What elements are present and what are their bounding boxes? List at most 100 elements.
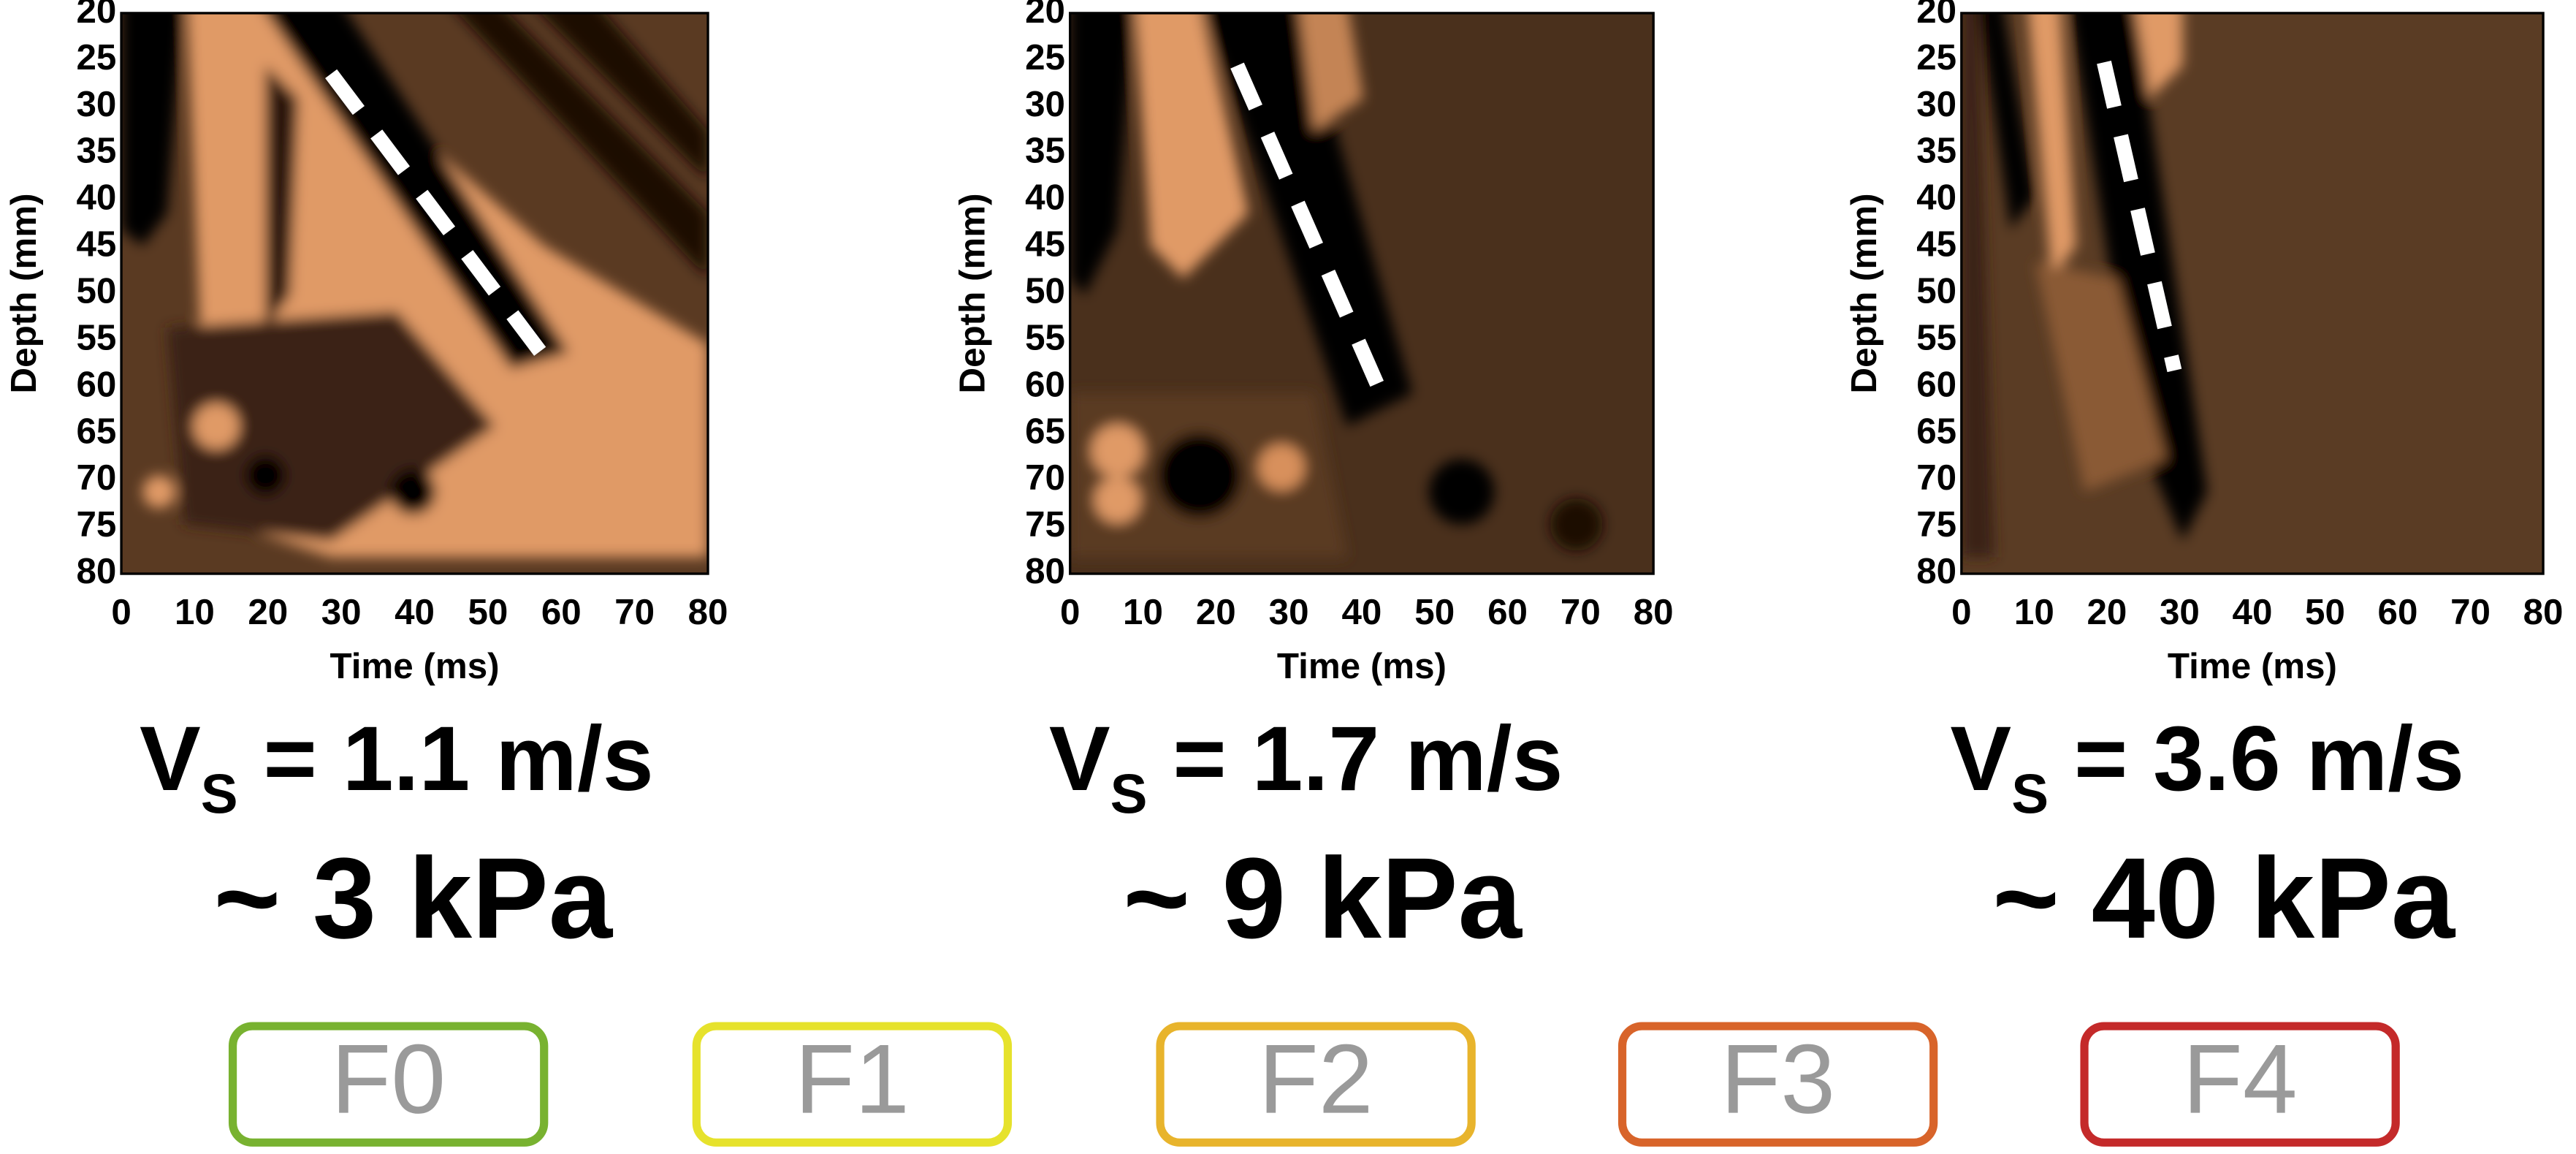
- x-axis-label: Time (ms): [1277, 646, 1447, 686]
- y-tick-label: 60: [1025, 364, 1065, 404]
- stage-box: [692, 1022, 1013, 1147]
- y-tick-label: 70: [76, 458, 116, 498]
- y-tick-label: 30: [1025, 84, 1065, 124]
- y-tick-label: 65: [1916, 411, 1956, 451]
- elastogram: [1961, 12, 2544, 574]
- stage-label: F1: [795, 1024, 910, 1134]
- stage-box: [2080, 1022, 2400, 1147]
- velocity-symbol: V: [1950, 707, 2011, 810]
- x-axis-label: Time (ms): [329, 646, 499, 686]
- x-tick-label: 30: [321, 592, 362, 632]
- y-tick-label: 60: [1916, 364, 1956, 404]
- x-tick-label: 50: [1414, 592, 1455, 632]
- stage-box: [1156, 1022, 1476, 1147]
- y-tick-label: 80: [1916, 551, 1956, 591]
- velocity-subscript: S: [1110, 763, 1148, 825]
- x-tick-label: 20: [248, 592, 288, 632]
- x-tick-label: 0: [1060, 592, 1080, 632]
- y-tick-label: 80: [76, 551, 116, 591]
- x-tick-label: 60: [2378, 592, 2418, 632]
- plot-frame: [1960, 12, 2545, 575]
- x-tick-label: 0: [1951, 592, 1971, 632]
- x-tick-label: 40: [2233, 592, 2273, 632]
- velocity: VS = 1.1 m/s: [140, 707, 654, 825]
- velocity-text: = 1.7 m/s: [1147, 707, 1563, 810]
- x-tick-label: 60: [541, 592, 582, 632]
- y-tick-label: 20: [76, 0, 116, 31]
- y-tick-label: 75: [1025, 504, 1065, 544]
- y-tick-label: 20: [1916, 0, 1956, 31]
- elastogram: [121, 12, 709, 574]
- y-tick-label: 60: [76, 364, 116, 404]
- x-tick-label: 40: [1341, 592, 1382, 632]
- y-tick-label: 45: [76, 224, 116, 265]
- y-tick-label: 40: [1916, 178, 1956, 218]
- y-tick-label: 35: [1916, 131, 1956, 171]
- stiffness: ~ 9 kPa: [1123, 835, 1523, 963]
- velocity-subscript: S: [2011, 763, 2049, 825]
- y-tick-label: 25: [1916, 37, 1956, 77]
- y-tick-label: 20: [1025, 0, 1065, 31]
- y-tick-label: 30: [1916, 84, 1956, 124]
- stage-label: F0: [331, 1024, 446, 1134]
- x-tick-label: 10: [1123, 592, 1163, 632]
- x-tick-label: 70: [2450, 592, 2491, 632]
- plot-frame: [1069, 12, 1655, 575]
- y-axis-label: Depth (mm): [4, 193, 44, 393]
- stage-box: [228, 1022, 549, 1147]
- y-tick-label: 70: [1025, 458, 1065, 498]
- x-tick-label: 40: [395, 592, 435, 632]
- y-tick-label: 80: [1025, 551, 1065, 591]
- stage-label: F4: [2183, 1024, 2298, 1134]
- x-tick-label: 80: [2523, 592, 2564, 632]
- y-tick-label: 50: [1025, 271, 1065, 311]
- stage-box: [1617, 1022, 1938, 1147]
- x-tick-label: 30: [1269, 592, 1309, 632]
- y-tick-label: 35: [1025, 131, 1065, 171]
- x-tick-label: 80: [1634, 592, 1674, 632]
- y-tick-label: 30: [76, 84, 116, 124]
- velocity-text: = 1.1 m/s: [238, 707, 654, 810]
- y-tick-label: 40: [1025, 178, 1065, 218]
- x-tick-label: 70: [1561, 592, 1601, 632]
- stiffness: ~ 3 kPa: [213, 835, 613, 963]
- y-axis-label: Depth (mm): [1844, 193, 1884, 393]
- x-tick-label: 50: [2305, 592, 2345, 632]
- elastogram: [1070, 12, 1654, 574]
- y-tick-label: 45: [1916, 224, 1956, 265]
- x-tick-label: 0: [111, 592, 131, 632]
- y-tick-label: 75: [1916, 504, 1956, 544]
- y-tick-label: 45: [1025, 224, 1065, 265]
- stage-label: F3: [1720, 1024, 1835, 1134]
- velocity: VS = 1.7 m/s: [1049, 707, 1563, 825]
- y-tick-label: 50: [1916, 271, 1956, 311]
- plot-frame: [120, 12, 709, 575]
- x-tick-label: 10: [2014, 592, 2054, 632]
- x-tick-label: 50: [468, 592, 508, 632]
- velocity: VS = 3.6 m/s: [1950, 707, 2464, 825]
- y-tick-label: 75: [76, 504, 116, 544]
- x-tick-label: 80: [688, 592, 728, 632]
- velocity-subscript: S: [201, 763, 238, 825]
- y-axis-label: Depth (mm): [953, 193, 993, 393]
- x-tick-label: 10: [175, 592, 215, 632]
- y-tick-label: 25: [1025, 37, 1065, 77]
- y-tick-label: 40: [76, 178, 116, 218]
- y-tick-label: 35: [76, 131, 116, 171]
- x-tick-label: 70: [614, 592, 655, 632]
- y-tick-label: 55: [1025, 317, 1065, 357]
- y-tick-label: 55: [1916, 317, 1956, 357]
- velocity-symbol: V: [1049, 707, 1110, 810]
- y-tick-label: 65: [1025, 411, 1065, 451]
- y-tick-label: 50: [76, 271, 116, 311]
- x-tick-label: 20: [1196, 592, 1236, 632]
- x-tick-label: 60: [1487, 592, 1528, 632]
- velocity-text: = 3.6 m/s: [2049, 707, 2464, 810]
- x-axis-label: Time (ms): [2168, 646, 2337, 686]
- y-tick-label: 70: [1916, 458, 1956, 498]
- x-tick-label: 20: [2087, 592, 2127, 632]
- y-tick-label: 65: [76, 411, 116, 451]
- velocity-symbol: V: [140, 707, 201, 810]
- y-tick-label: 55: [76, 317, 116, 357]
